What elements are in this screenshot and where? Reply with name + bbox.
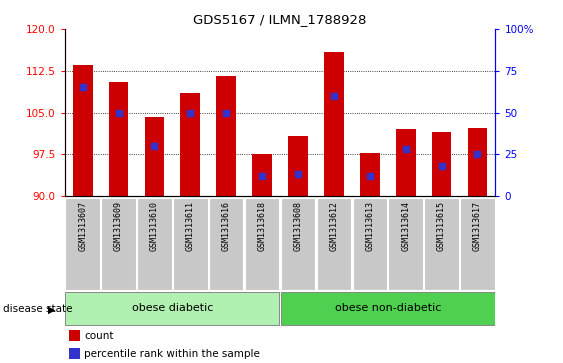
Text: GSM1313615: GSM1313615 <box>437 201 446 251</box>
Point <box>150 143 159 149</box>
Point <box>78 85 87 90</box>
Text: GSM1313608: GSM1313608 <box>293 201 302 251</box>
Bar <box>101 198 136 290</box>
Bar <box>65 198 100 290</box>
Text: GSM1313611: GSM1313611 <box>186 201 195 251</box>
Text: GSM1313618: GSM1313618 <box>258 201 267 251</box>
Bar <box>69 348 80 359</box>
Text: percentile rank within the sample: percentile rank within the sample <box>84 349 260 359</box>
Bar <box>137 198 172 290</box>
Point <box>258 173 267 179</box>
Point <box>114 110 123 115</box>
Bar <box>468 127 488 196</box>
Bar <box>181 93 200 196</box>
Bar <box>145 117 164 196</box>
Bar <box>173 198 208 290</box>
Bar <box>109 82 128 196</box>
Bar <box>396 129 415 196</box>
Point <box>186 110 195 115</box>
Text: GSM1313616: GSM1313616 <box>222 201 231 251</box>
FancyBboxPatch shape <box>281 292 495 325</box>
Point <box>222 110 231 115</box>
Bar <box>245 198 279 290</box>
FancyBboxPatch shape <box>65 292 279 325</box>
Text: count: count <box>84 331 114 341</box>
Point <box>365 173 374 179</box>
Text: GSM1313613: GSM1313613 <box>365 201 374 251</box>
Text: obese diabetic: obese diabetic <box>132 303 213 313</box>
Bar <box>432 132 452 196</box>
Bar <box>360 152 379 196</box>
Bar <box>324 52 344 196</box>
Bar <box>69 330 80 341</box>
Bar <box>252 154 272 196</box>
Text: obese non-diabetic: obese non-diabetic <box>334 303 441 313</box>
Bar <box>352 198 387 290</box>
Text: GSM1313607: GSM1313607 <box>78 201 87 251</box>
Text: disease state: disease state <box>3 304 72 314</box>
Title: GDS5167 / ILMN_1788928: GDS5167 / ILMN_1788928 <box>194 13 367 26</box>
Bar <box>288 136 308 196</box>
Text: GSM1313614: GSM1313614 <box>401 201 410 251</box>
Point <box>329 93 338 99</box>
Point <box>437 163 446 169</box>
Bar <box>209 198 243 290</box>
Bar <box>73 65 92 196</box>
Bar <box>216 76 236 196</box>
Text: GSM1313609: GSM1313609 <box>114 201 123 251</box>
Point <box>401 146 410 152</box>
Bar <box>388 198 423 290</box>
Bar <box>425 198 459 290</box>
Text: GSM1313610: GSM1313610 <box>150 201 159 251</box>
Text: GSM1313617: GSM1313617 <box>473 201 482 251</box>
Text: GSM1313612: GSM1313612 <box>329 201 338 251</box>
Bar <box>281 198 315 290</box>
Bar <box>317 198 351 290</box>
Text: ▶: ▶ <box>48 304 55 314</box>
Bar <box>461 198 495 290</box>
Point <box>293 171 302 177</box>
Point <box>473 151 482 157</box>
